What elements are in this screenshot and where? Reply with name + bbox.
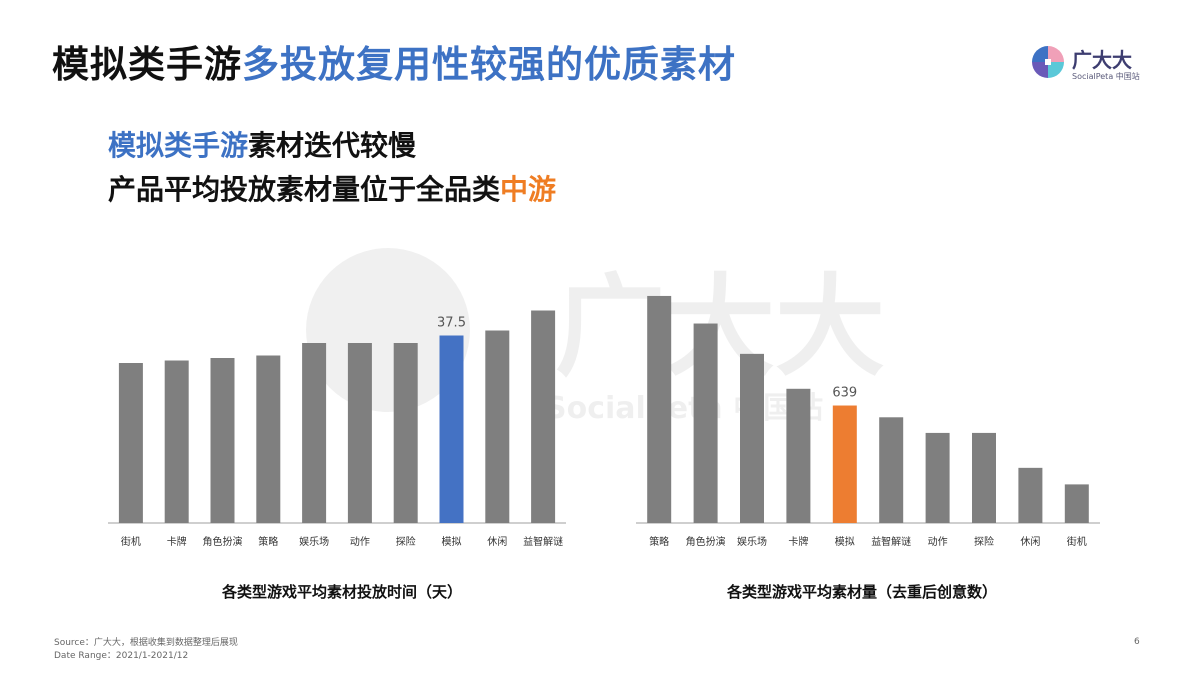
page-number: 6 (1134, 637, 1140, 647)
chart-left-tick-label-5: 动作 (350, 536, 370, 548)
watermark-subtext: SocialPeta 中国站 (545, 391, 823, 426)
chart-right-tick-label-1: 角色扮演 (686, 535, 726, 548)
source-text: Source：广大大，根据收集到数据整理后展现 (54, 638, 238, 648)
chart-left-bar-1 (164, 360, 189, 523)
chart-right-data-label-4: 639 (832, 386, 857, 401)
chart-right-bar-5 (879, 417, 904, 523)
subtitle-line-1: 模拟类手游素材迭代较慢 (108, 124, 416, 164)
chart-right-tick-label-2: 娱乐场 (737, 535, 767, 548)
chart-right-tick-label-0: 策略 (649, 535, 669, 548)
chart-left-bar-8 (485, 330, 510, 523)
subtitle-line-2-text: 产品平均投放素材量位于全品类 (108, 173, 501, 206)
chart-left-data-label-7: 37.5 (437, 316, 466, 331)
chart-left-tick-label-8: 休闲 (487, 535, 507, 548)
chart-left-bar-0 (118, 363, 143, 523)
chart-right-title: 各类型游戏平均素材量（去重后创意数） (726, 583, 998, 601)
page-title: 模拟类手游多投放复用性较强的优质素材 (52, 34, 736, 88)
chart-left-bar-9 (531, 310, 556, 523)
source-note: Source：广大大，根据收集到数据整理后展现 Date Range：2021/… (54, 637, 238, 663)
chart-left-tick-label-3: 策略 (258, 535, 278, 548)
chart-right-bar-0 (647, 295, 672, 523)
chart-right-tick-label-7: 探险 (974, 535, 994, 548)
chart-right-bar-9 (1064, 484, 1089, 523)
chart-left-tick-label-7: 模拟 (442, 535, 462, 548)
subtitle-line-1-highlight: 模拟类手游 (108, 129, 249, 162)
chart-right-bar-2 (740, 353, 764, 523)
chart-right-bar-6 (925, 432, 950, 523)
chart-left-tick-label-9: 益智解谜 (523, 535, 563, 548)
brand-logo: 广大大 SocialPeta 中国站 (1030, 44, 1160, 84)
chart-left-bar-2 (210, 358, 235, 523)
chart-left-bar-4 (302, 343, 327, 523)
title-part-1: 模拟类手游 (52, 43, 242, 86)
chart-left-title: 各类型游戏平均素材投放时间（天） (221, 583, 463, 601)
chart-right-tick-label-6: 动作 (928, 536, 948, 548)
chart-right-tick-label-8: 休闲 (1020, 535, 1040, 548)
chart-left-bar-3 (256, 355, 281, 523)
watermark-text: 广大大 (555, 263, 885, 391)
chart-right-bar-4 (832, 405, 857, 523)
subtitle-line-1-text: 素材迭代较慢 (248, 129, 417, 162)
chart-left-bar-6 (393, 343, 418, 523)
chart-right-bar-8 (1018, 467, 1043, 523)
chart-left: 街机 卡牌 角色扮演 策略 娱乐场 动作 探险 模拟 37.5 休闲 益智解谜 (108, 310, 566, 548)
chart-right-tick-label-3: 卡牌 (788, 535, 808, 548)
logo-subtitle: SocialPeta 中国站 (1072, 72, 1140, 81)
watermark-logo-icon (306, 248, 470, 412)
chart-left-tick-label-4: 娱乐场 (299, 535, 329, 548)
chart-right-bar-3 (786, 388, 811, 523)
date-range-text: Date Range：2021/1-2021/12 (54, 651, 189, 661)
chart-left-bar-7 (439, 335, 464, 523)
chart-right-bar-1 (693, 323, 718, 523)
chart-right-tick-label-9: 街机 (1067, 535, 1087, 548)
chart-right-tick-label-5: 益智解谜 (871, 535, 911, 548)
subtitle-line-2-highlight: 中游 (500, 173, 557, 206)
title-part-2: 多投放复用性较强的优质素材 (242, 43, 736, 86)
chart-left-tick-label-2: 角色扮演 (203, 535, 243, 548)
chart-right-tick-label-4: 模拟 (835, 535, 855, 548)
chart-left-tick-label-1: 卡牌 (167, 535, 187, 548)
chart-left-bar-5 (347, 343, 372, 523)
logo-icon (1032, 46, 1064, 78)
subtitle-line-2: 产品平均投放素材量位于全品类中游 (108, 168, 556, 208)
chart-right-bar-7 (972, 432, 996, 523)
chart-right: 策略 角色扮演 娱乐场 卡牌 模拟 639 益智解谜 动作 探险 休闲 街机 (636, 295, 1100, 548)
chart-left-tick-label-0: 街机 (121, 535, 141, 548)
chart-left-tick-label-6: 探险 (396, 535, 416, 548)
logo-name: 广大大 (1072, 48, 1132, 72)
watermark: 广大大 SocialPeta 中国站 (306, 248, 885, 426)
